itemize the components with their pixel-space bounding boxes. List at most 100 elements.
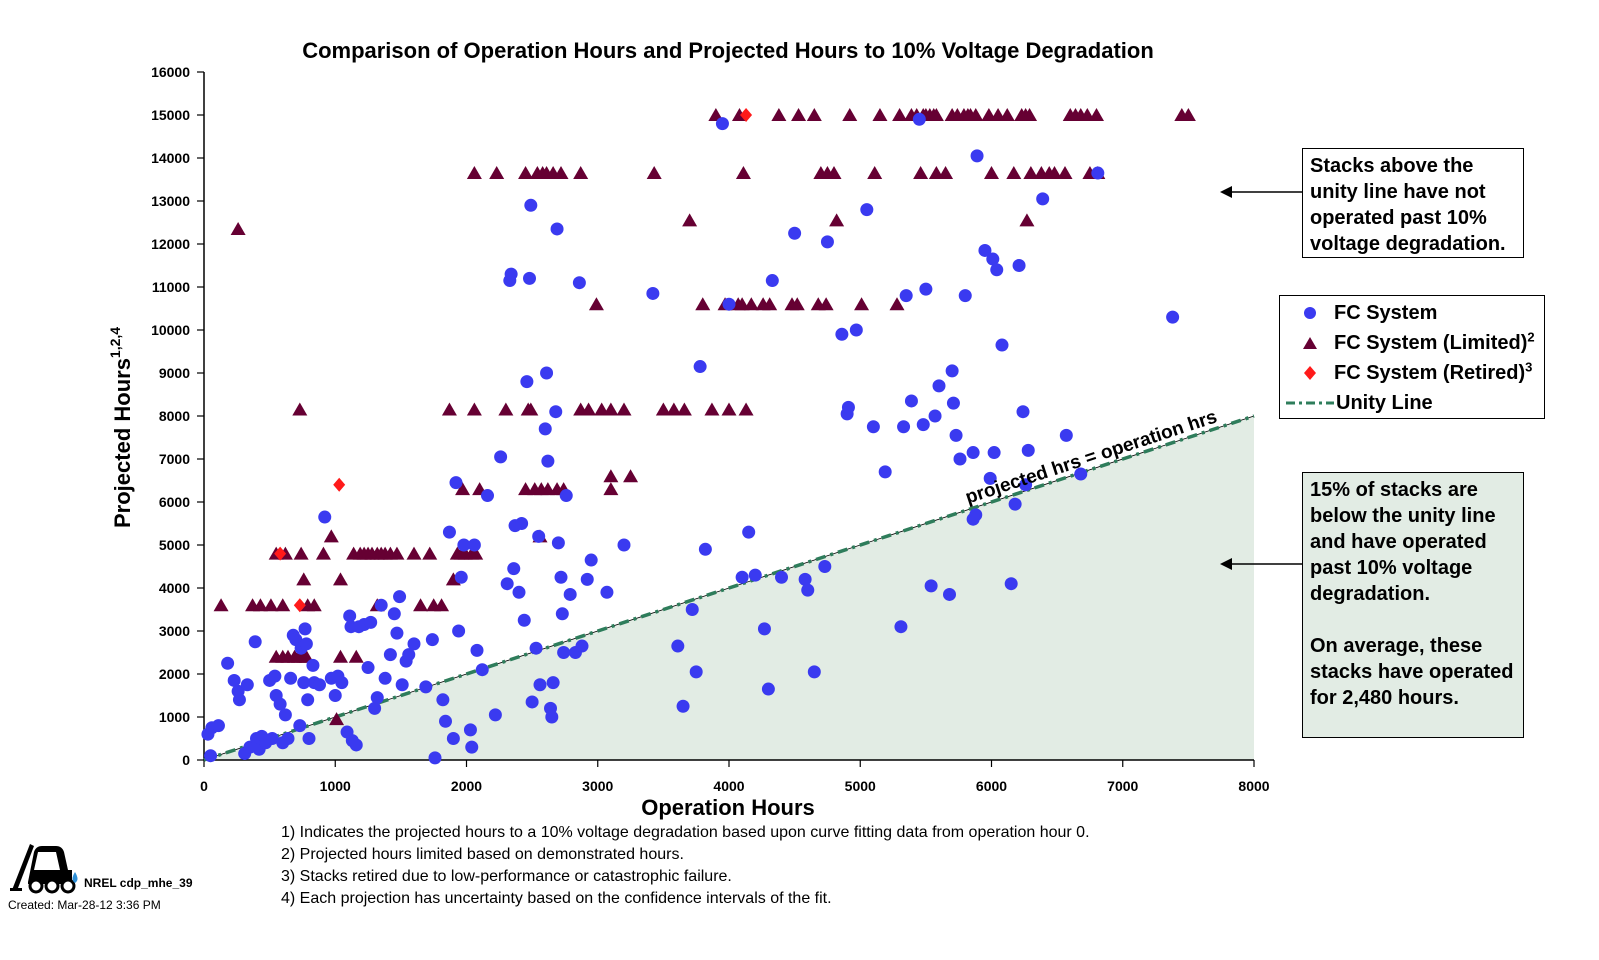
- footnote-2: 2) Projected hours limited based on demo…: [281, 846, 684, 863]
- fc-system-point: [419, 680, 433, 694]
- fc-system-limited-point: [1047, 166, 1062, 180]
- fc-system-point: [912, 112, 926, 126]
- fc-system-point: [467, 538, 481, 552]
- fc-system-point: [559, 489, 573, 503]
- fc-system-point: [504, 267, 518, 281]
- fc-system-point: [866, 420, 880, 434]
- y-tick-label: 5000: [159, 537, 190, 553]
- fc-system-point: [523, 271, 536, 285]
- fc-system-point: [788, 226, 802, 240]
- fc-system-point: [1004, 577, 1018, 591]
- fc-system-point: [554, 570, 568, 584]
- fc-system-point: [1021, 443, 1035, 457]
- x-axis-label: Operation Hours: [641, 795, 815, 820]
- fc-system-point: [550, 222, 564, 236]
- fc-system-point: [524, 198, 538, 212]
- fc-system-point: [273, 697, 287, 711]
- fc-system-point: [545, 710, 559, 724]
- fc-system-limited-point: [655, 402, 671, 416]
- fc-system-point: [860, 203, 874, 217]
- fc-system-point: [1059, 428, 1073, 442]
- fc-system-point: [335, 676, 349, 690]
- fc-system-point: [525, 695, 539, 709]
- fc-system-limited-point: [333, 572, 348, 586]
- fc-system-point: [945, 364, 959, 378]
- diamond-marker-icon: [1286, 365, 1334, 381]
- fc-system-limited-point: [293, 546, 309, 560]
- fc-system-limited-point: [721, 402, 737, 416]
- fc-system-point: [481, 489, 494, 503]
- fc-system-point: [801, 583, 815, 597]
- fc-system-limited-point: [771, 108, 787, 121]
- fc-system-point: [1008, 497, 1022, 511]
- chart-title: Comparison of Operation Hours and Projec…: [302, 38, 1154, 63]
- fc-system-point: [722, 297, 736, 311]
- legend-label: FC System (Limited)2: [1334, 328, 1535, 354]
- fc-system-point: [946, 396, 960, 410]
- fc-system-limited-point: [553, 166, 569, 180]
- fc-system-point: [924, 579, 938, 593]
- fc-system-point: [232, 693, 246, 707]
- fc-system-point: [990, 263, 1004, 277]
- fc-system-point: [265, 732, 279, 745]
- fc-system-limited-point: [676, 402, 692, 416]
- fc-system-limited-point: [603, 469, 619, 483]
- fc-system-point: [383, 648, 397, 662]
- axes: 0 1000 2000 3000 4000 5000 6000 7000 8000 0 1000 20…: [151, 64, 1270, 794]
- fc-system-limited-point: [1022, 108, 1038, 121]
- fc-system-point: [978, 243, 992, 257]
- fc-system-limited-point: [263, 598, 279, 612]
- fc-system-point: [775, 570, 788, 584]
- fc-system-limited-point: [1089, 108, 1104, 121]
- y-tick-label: 7000: [159, 451, 190, 467]
- fc-system-point: [572, 276, 586, 290]
- fc-system-point: [442, 525, 456, 539]
- fc-system-point: [301, 693, 315, 707]
- created-timestamp: Created: Mar-28-12 3:36 PM: [8, 898, 161, 912]
- fc-system-point: [204, 749, 218, 763]
- fc-system-limited-point: [275, 598, 291, 612]
- below-unity-annotation-text-1: 15% of stacks are below the unity line a…: [1310, 479, 1496, 605]
- fc-system-limited-point: [666, 402, 682, 416]
- above-unity-annotation: Stacks above the unity line have not ope…: [1302, 148, 1524, 258]
- triangle-marker-icon: [1286, 336, 1334, 350]
- fc-system-limited-point: [489, 166, 505, 180]
- fc-system-point: [555, 607, 569, 621]
- fc-system-retired-point: [740, 108, 753, 122]
- fc-system-point: [533, 678, 547, 692]
- arrow-to-above-note: [1220, 186, 1302, 198]
- fc-system-limited-point: [938, 166, 954, 180]
- y-tick-label: 15000: [151, 107, 190, 123]
- fc-system-point: [765, 274, 779, 288]
- fc-system-point: [584, 553, 598, 567]
- x-tick-label: 7000: [1107, 778, 1138, 794]
- fc-system-point: [600, 585, 614, 599]
- legend-label: FC System: [1334, 301, 1438, 324]
- fc-system-point: [500, 577, 514, 591]
- fc-system-point: [248, 635, 262, 649]
- fc-system-point: [693, 360, 707, 374]
- fc-system-limited-point: [829, 213, 845, 227]
- fc-system-point: [835, 327, 849, 341]
- fc-system-limited-point: [984, 166, 999, 180]
- fc-system-point: [515, 517, 529, 530]
- fc-system-limited-point: [573, 166, 589, 180]
- fc-system-point: [820, 235, 834, 249]
- fc-system-point: [757, 622, 771, 636]
- fc-system-point: [966, 446, 980, 460]
- legend: FC System FC System (Limited)2 FC System…: [1279, 295, 1545, 419]
- fc-system-limited-point: [872, 108, 888, 121]
- fc-system-point: [761, 682, 775, 696]
- y-tick-label: 4000: [159, 580, 190, 596]
- fc-system-point: [575, 639, 589, 653]
- fc-system-point: [549, 405, 563, 419]
- fc-system-limited-point: [348, 649, 364, 663]
- fc-system-point: [617, 538, 631, 552]
- fc-system-limited-point: [323, 529, 339, 543]
- fc-system-limited-point: [616, 402, 632, 416]
- fc-system-point: [1012, 259, 1026, 272]
- fc-system-point: [983, 471, 997, 485]
- fc-system-point: [987, 446, 1001, 460]
- fc-system-limited-point: [588, 297, 604, 311]
- fc-system-limited-point: [523, 402, 539, 416]
